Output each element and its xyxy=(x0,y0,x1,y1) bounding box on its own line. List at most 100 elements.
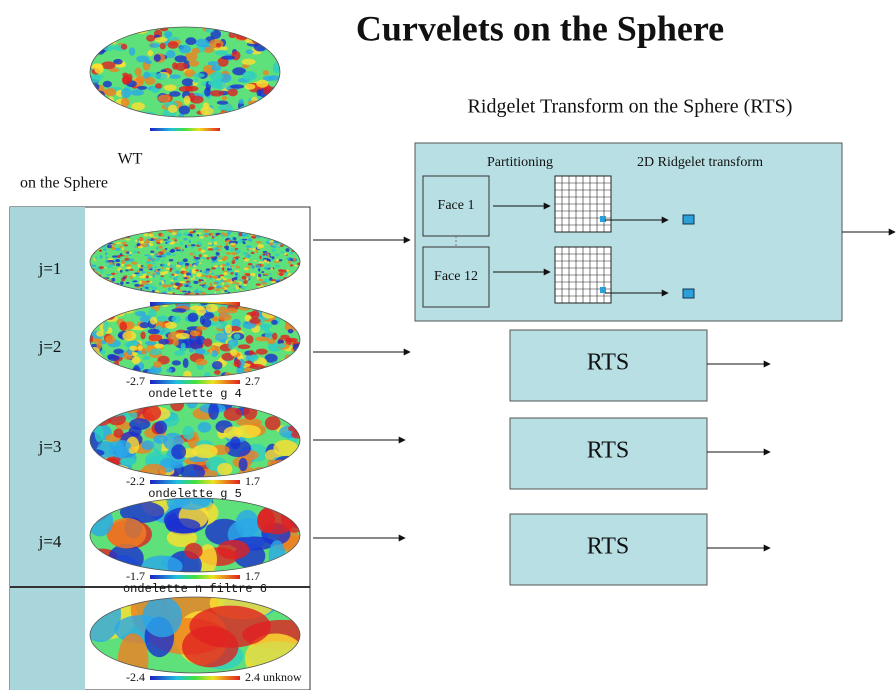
map-blob xyxy=(132,250,138,254)
map-blob xyxy=(208,39,224,49)
map-blob xyxy=(188,286,194,289)
map-blob xyxy=(224,284,230,288)
map-blob xyxy=(128,251,133,255)
map-caption: ondelette n filtre 6 xyxy=(123,582,267,596)
map-blob xyxy=(198,243,203,247)
map-blob xyxy=(213,370,221,375)
map-blob xyxy=(172,254,176,257)
map-blob xyxy=(229,265,232,269)
rts-block xyxy=(509,417,708,490)
map-blob xyxy=(202,254,208,258)
map-blob xyxy=(90,263,94,266)
map-blob xyxy=(92,32,99,37)
map-blob xyxy=(202,46,214,54)
map-blob xyxy=(178,44,191,54)
map-blob xyxy=(152,274,155,278)
map-blob xyxy=(106,274,112,276)
map-blob xyxy=(110,275,114,278)
map-blob xyxy=(207,287,212,291)
map-blob xyxy=(218,255,221,258)
map-blob xyxy=(135,239,138,243)
map-blob xyxy=(136,270,141,273)
map-blob xyxy=(198,279,201,283)
map-blob xyxy=(194,347,206,355)
map-blob xyxy=(272,66,280,74)
rts-title: Ridgelet Transform on the Sphere (RTS) xyxy=(468,96,793,118)
map-blob xyxy=(124,260,130,263)
map-blob xyxy=(251,265,255,269)
map-blob xyxy=(280,334,290,339)
map-blob xyxy=(213,265,219,268)
map-blob xyxy=(156,256,161,260)
map-blob xyxy=(178,261,185,265)
map-blob xyxy=(222,256,229,260)
map-blob xyxy=(154,420,168,434)
map-blob xyxy=(144,254,150,257)
rts-label: RTS xyxy=(587,534,630,560)
map-blob xyxy=(241,275,247,280)
map-blob xyxy=(184,262,190,266)
map-blob xyxy=(167,41,179,49)
map-blob xyxy=(194,289,199,294)
map-blob xyxy=(131,356,141,365)
map-blob xyxy=(197,422,212,433)
map-blob xyxy=(165,240,171,243)
map-blob xyxy=(252,247,256,251)
map-blob xyxy=(222,277,227,281)
map-blob xyxy=(221,267,225,271)
map-blob xyxy=(174,350,185,356)
map-blob xyxy=(150,253,155,256)
map-blob xyxy=(244,27,258,35)
map-blob xyxy=(164,31,173,38)
map-blob xyxy=(171,248,175,253)
map-blob xyxy=(131,102,145,111)
map-blob xyxy=(237,235,240,238)
map-blob xyxy=(121,260,126,264)
map-blob xyxy=(190,233,193,237)
map-blob xyxy=(209,90,224,97)
map-blob xyxy=(193,78,199,83)
rts-label: RTS xyxy=(587,438,630,464)
map-blob xyxy=(105,335,116,344)
map-blob xyxy=(274,253,280,257)
map-blob xyxy=(229,237,234,241)
map-blob xyxy=(183,273,187,278)
map-blob xyxy=(262,70,269,76)
map-blob xyxy=(90,42,99,53)
map-blob xyxy=(185,265,189,269)
map-blob xyxy=(224,324,232,334)
map-blob xyxy=(262,253,266,256)
map-blob xyxy=(196,232,202,235)
map-blob xyxy=(147,49,154,57)
map-blob xyxy=(196,274,202,278)
map-blob xyxy=(235,249,241,254)
map-blob xyxy=(99,249,103,252)
sky-map xyxy=(90,597,300,673)
map-blob xyxy=(195,261,200,264)
scale-label: j=2 xyxy=(38,337,62,356)
map-blob xyxy=(203,371,211,377)
map-blob xyxy=(266,260,270,264)
map-blob xyxy=(142,355,151,361)
map-blob xyxy=(137,345,143,351)
map-blob xyxy=(215,232,221,235)
map-blob xyxy=(124,321,135,330)
map-blob xyxy=(258,27,273,33)
map-blob xyxy=(151,286,158,291)
map-blob xyxy=(147,264,153,267)
map-blob xyxy=(199,236,205,239)
map-blob xyxy=(214,332,228,342)
map-blob xyxy=(230,436,241,450)
map-blob xyxy=(107,354,120,362)
map-blob xyxy=(148,258,154,261)
map-blob xyxy=(104,266,107,269)
map-blob xyxy=(193,230,196,233)
map-blob xyxy=(179,280,186,284)
map-blob xyxy=(105,265,108,267)
map-caption: ondelette g 4 xyxy=(148,387,242,401)
map-blob xyxy=(249,317,261,324)
map-blob xyxy=(183,95,191,105)
map-blob xyxy=(271,319,278,325)
map-blob xyxy=(255,264,261,268)
